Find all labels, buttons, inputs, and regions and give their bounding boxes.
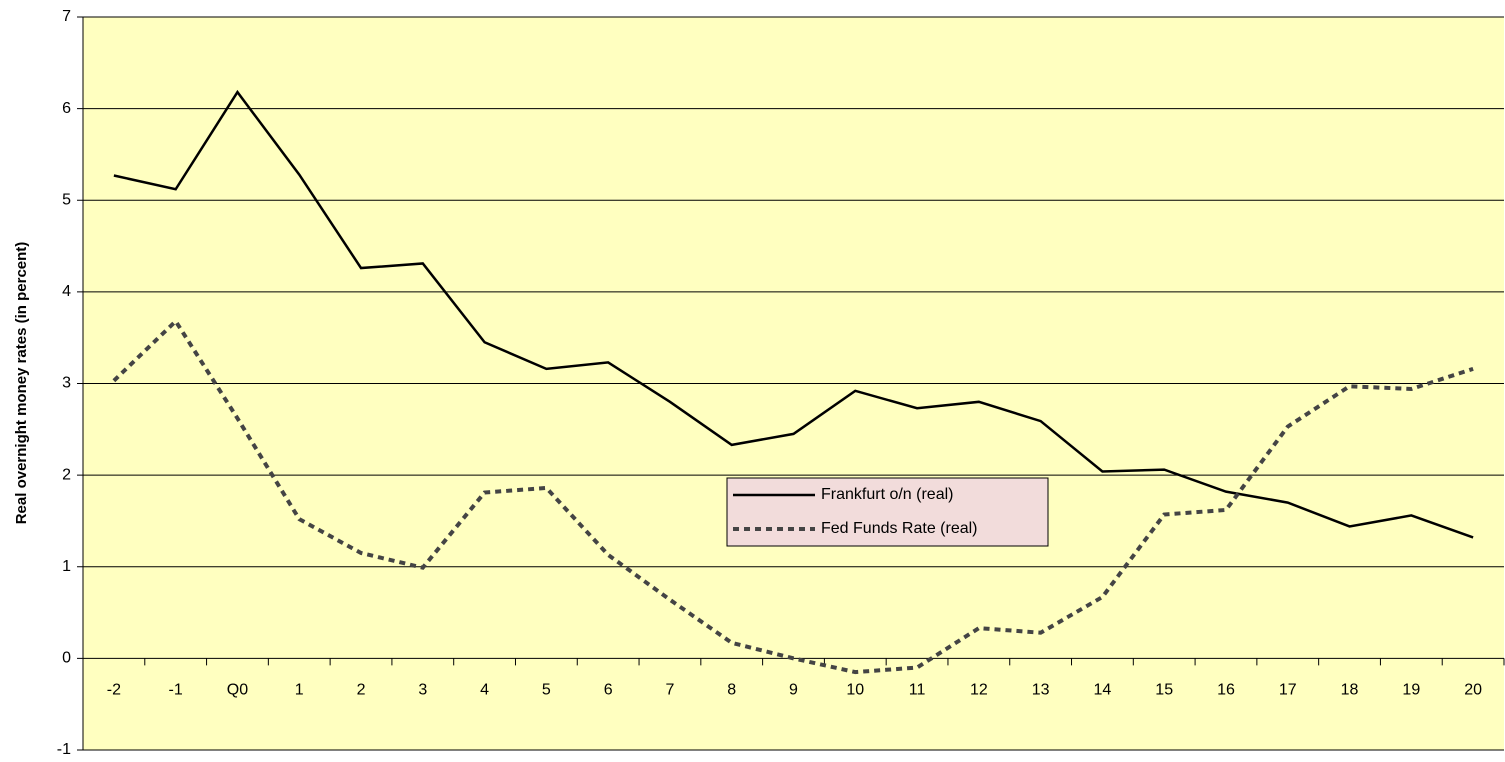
x-tick-label: 2: [357, 682, 366, 699]
y-axis-label: Real overnight money rates (in percent): [13, 242, 30, 525]
y-tick-label: 6: [62, 100, 71, 117]
x-tick-label: 15: [1155, 682, 1173, 699]
x-tick-label: 18: [1341, 682, 1359, 699]
legend-label: Fed Funds Rate (real): [821, 520, 978, 537]
y-tick-label: 7: [62, 8, 71, 25]
x-tick-label: 8: [727, 682, 736, 699]
x-tick-label: Q0: [227, 682, 248, 699]
x-tick-label: 5: [542, 682, 551, 699]
x-tick-label: 11: [909, 682, 926, 699]
y-tick-label: 5: [62, 191, 71, 208]
y-tick-label: 4: [62, 283, 71, 300]
x-tick-label: 20: [1464, 682, 1482, 699]
x-tick-label: -1: [169, 682, 183, 699]
x-tick-label: 19: [1402, 682, 1420, 699]
y-tick-label: -1: [57, 741, 71, 758]
x-tick-label: -2: [107, 682, 121, 699]
x-tick-label: 9: [789, 682, 798, 699]
x-tick-label: 14: [1094, 682, 1112, 699]
x-tick-label: 3: [418, 682, 427, 699]
x-tick-label: 12: [970, 682, 988, 699]
legend-label: Frankfurt o/n (real): [821, 486, 953, 503]
y-tick-label: 3: [62, 375, 71, 392]
x-tick-label: 6: [604, 682, 613, 699]
x-tick-label: 17: [1279, 682, 1297, 699]
y-tick-label: 0: [62, 650, 71, 667]
y-tick-label: 1: [62, 558, 71, 575]
x-tick-label: 1: [295, 682, 304, 699]
x-tick-label: 7: [665, 682, 674, 699]
x-tick-label: 16: [1217, 682, 1235, 699]
x-tick-label: 4: [480, 682, 489, 699]
y-tick-label: 2: [62, 466, 71, 483]
x-tick-label: 10: [846, 682, 864, 699]
legend-box: [726, 477, 1049, 547]
x-tick-label: 13: [1032, 682, 1050, 699]
series-line: [113, 89, 1474, 539]
series-line: [112, 318, 1474, 675]
